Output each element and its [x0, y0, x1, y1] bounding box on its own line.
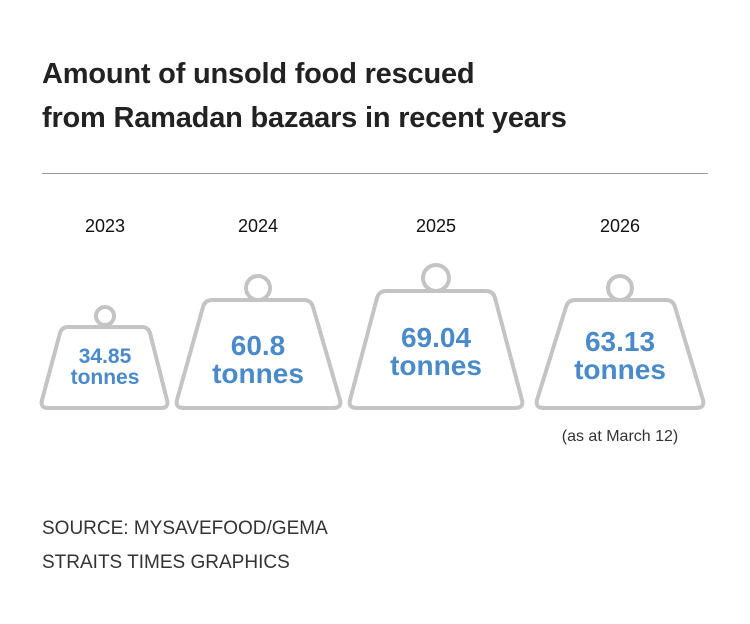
year-label-2025: 2025 — [415, 216, 457, 236]
divider — [42, 173, 708, 174]
credit-line: STRAITS TIMES GRAPHICS — [42, 552, 290, 573]
chart-title: Amount of unsold food rescued from Ramad… — [42, 52, 567, 140]
weight-icon-2024 — [174, 274, 343, 410]
title-line-2: from Ramadan bazaars in recent years — [42, 102, 567, 134]
weight-icon-2025 — [347, 263, 525, 410]
value-label-2025: 69.04 tonnes — [390, 322, 482, 381]
value-label-2023: 34.85 tonnes — [70, 345, 140, 389]
value-label-2024: 60.8 tonnes — [212, 330, 304, 389]
annotation-2026: (as at March 12) — [561, 428, 679, 445]
year-label-2024: 2024 — [237, 216, 279, 236]
value-label-2026: 63.13 tonnes — [574, 326, 666, 385]
year-label-2023: 2023 — [84, 216, 126, 236]
year-label-2026: 2026 — [599, 216, 641, 236]
title-line-1: Amount of unsold food rescued — [42, 58, 475, 90]
weight-icon-2023 — [39, 305, 170, 410]
source-line: SOURCE: MYSAVEFOOD/GEMA — [42, 518, 328, 539]
weight-icon-2026 — [534, 274, 706, 410]
